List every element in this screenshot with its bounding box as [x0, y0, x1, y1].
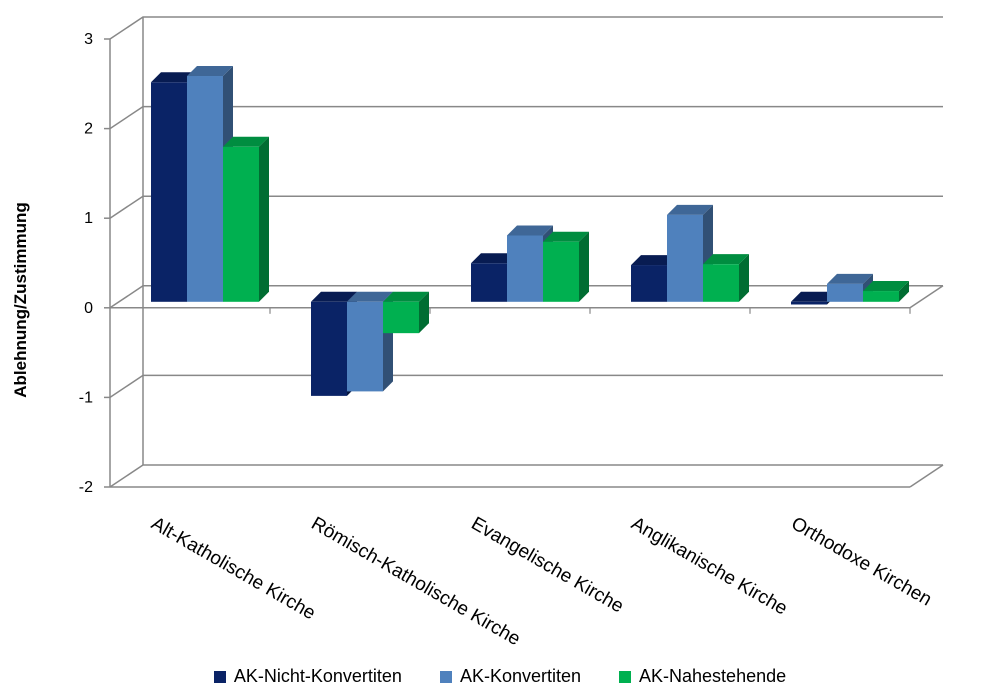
gridline	[109, 195, 943, 219]
y-tick-label: -1	[79, 389, 93, 406]
category-labels: Alt-Katholische KircheRömisch-Katholisch…	[148, 513, 936, 650]
bar-top	[223, 136, 269, 147]
bar-top	[543, 231, 589, 242]
bar-top	[383, 291, 429, 302]
floor-right-edge	[909, 464, 944, 488]
y-tick-labels: 3 2 1 0 -1 -2	[79, 31, 93, 496]
bar-top	[471, 253, 517, 264]
legend-swatch	[213, 670, 226, 683]
y-tick-label: 1	[84, 210, 93, 227]
x-axis-depth-edge	[909, 285, 944, 309]
legend-item: AK-Konvertiten	[439, 666, 582, 687]
y-tick-label: -2	[79, 479, 93, 496]
bar-front	[187, 76, 223, 302]
bars	[151, 66, 909, 396]
bar-front	[151, 82, 187, 302]
bar-top	[667, 204, 713, 215]
category-label: Evangelische Kirche	[468, 513, 628, 617]
bar-front	[507, 235, 543, 302]
bar-front	[667, 214, 703, 302]
bar-top	[703, 254, 749, 265]
bar-side	[739, 254, 749, 302]
chart-walls	[109, 17, 944, 488]
bar-front	[791, 301, 827, 305]
bar-top	[631, 255, 677, 266]
legend-label: AK-Nicht-Konvertiten	[233, 666, 402, 686]
bar-front	[631, 265, 667, 302]
bar-front	[311, 301, 347, 396]
bar-side	[259, 136, 269, 302]
bar-front	[703, 264, 739, 302]
bar-front	[827, 283, 863, 302]
category-label: Alt-Katholische Kirche	[148, 513, 319, 624]
bar	[703, 254, 749, 302]
bar-front	[543, 241, 579, 302]
bar-top	[347, 291, 393, 302]
bar-side	[899, 281, 909, 302]
y-tick-label: 3	[84, 31, 93, 48]
bar-side	[419, 291, 429, 334]
bar-front	[347, 301, 383, 392]
bar-top	[791, 291, 837, 302]
bar	[223, 136, 269, 302]
bar-front	[863, 291, 899, 302]
legend-label: AK-Nahestehende	[639, 666, 787, 686]
bar	[383, 291, 429, 334]
bar-top	[863, 281, 909, 292]
bar	[863, 281, 909, 302]
bar-front	[223, 146, 259, 302]
chart: 3 2 1 0 -1 -2 Alt-Katholische KircheRömisch-K…	[11, 16, 944, 650]
gridline	[109, 464, 943, 488]
category-label: Orthodoxe Kirchen	[788, 513, 936, 610]
bar-top	[827, 273, 873, 284]
bar	[543, 231, 589, 302]
category-label: Anglikanische Kirche	[628, 513, 791, 619]
y-tick-label: 2	[84, 121, 93, 138]
gridline	[109, 105, 943, 130]
bar-top	[187, 66, 233, 77]
bar-top	[311, 291, 357, 302]
legend-swatch	[619, 670, 632, 683]
gridlines	[104, 16, 943, 488]
y-tick-label: 0	[84, 300, 93, 317]
bar-side	[579, 231, 589, 302]
bar	[667, 204, 713, 302]
legend-item: AK-Nahestehende	[619, 666, 786, 687]
legend-label: AK-Konvertiten	[459, 666, 582, 686]
gridline	[109, 16, 943, 40]
bar-top	[507, 225, 553, 236]
bar-top	[151, 72, 197, 83]
gridline	[109, 374, 943, 399]
y-axis-label: Ablehnung/Zustimmung	[11, 202, 30, 397]
legend-swatch	[439, 670, 452, 683]
legend: AK-Nicht-Konvertiten AK-Konvertiten AK-Nah…	[0, 666, 1000, 687]
bar-front	[471, 263, 507, 302]
bar-front	[383, 301, 419, 334]
legend-item: AK-Nicht-Konvertiten	[213, 666, 402, 687]
